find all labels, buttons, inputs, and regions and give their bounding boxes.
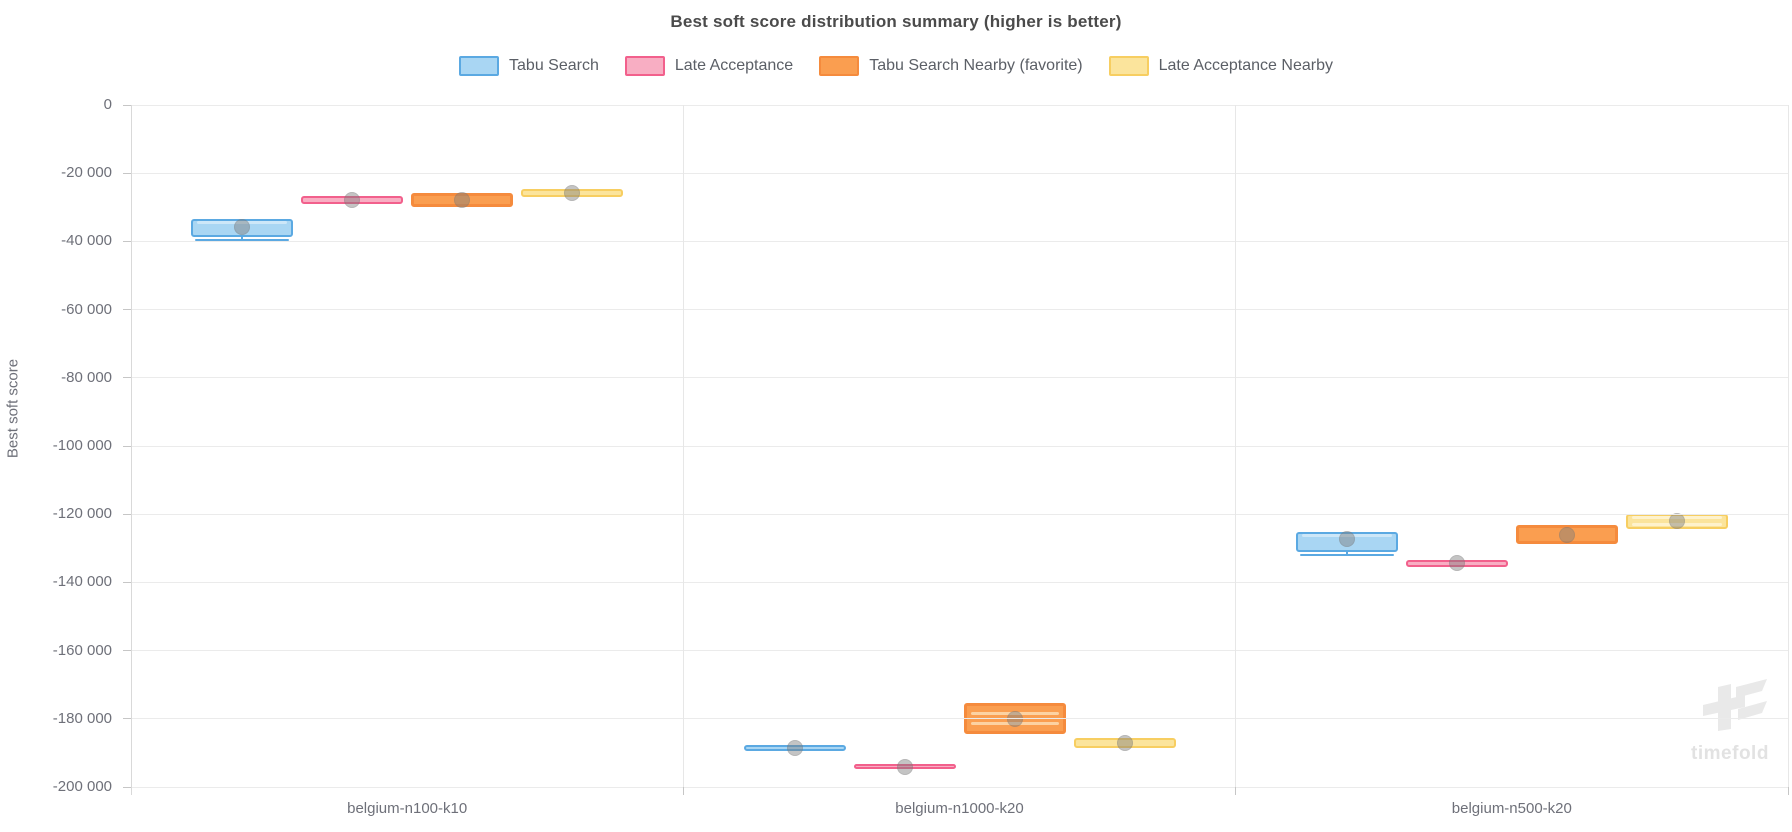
panel-border [1235,105,1237,787]
boxplot-box-tabu-search-nearby-favorite-belgium-n1000-k20[interactable] [963,702,1066,734]
x-axis-label: belgium-n1000-k20 [895,800,1024,817]
watermark-text: timefold [1691,743,1769,764]
y-axis-label: -20 000 [61,164,112,182]
mean-dot [1668,512,1685,529]
y-axis-tick [123,650,131,652]
panel-border [682,105,684,787]
y-axis-tick [123,309,131,311]
legend-label: Late Acceptance [674,57,794,74]
mean-dot [1558,526,1575,543]
whisker-cap [195,239,290,242]
gridline [131,581,1788,583]
y-axis-tick [123,104,131,106]
boxplot-box-late-acceptance-nearby-belgium-n100-k10[interactable] [521,189,624,198]
gridline [131,309,1788,311]
whisker-line [1345,551,1348,555]
quartile-line [1631,522,1722,526]
quartile-line [1631,516,1722,520]
x-axis-label: belgium-n100-k10 [347,800,468,817]
mean-dot [1116,734,1133,751]
quartile-line [1301,534,1392,538]
boxplot-box-late-acceptance-belgium-n500-k20[interactable] [1405,559,1508,567]
gridline [131,377,1788,379]
legend-swatch-icon [819,56,860,76]
y-axis-label: -180 000 [52,709,112,727]
boxplot-box-tabu-search-belgium-n1000-k20[interactable] [743,745,846,752]
mean-dot [454,192,471,209]
y-axis-label: 0 [103,96,112,113]
mean-dot [344,192,361,209]
y-axis-line [130,105,132,795]
legend-item-4[interactable]: Late Acceptance Nearby [1108,56,1333,76]
mean-dot [1448,555,1465,572]
y-axis-label: -120 000 [52,505,112,523]
mean-dot [786,740,803,757]
boxplot-box-late-acceptance-nearby-belgium-n1000-k20[interactable] [1073,737,1176,748]
y-axis-label: -160 000 [52,641,112,659]
gridline [131,240,1788,242]
y-axis-label: -200 000 [52,778,112,795]
y-axis-tick [123,718,131,720]
boxplot-box-late-acceptance-belgium-n1000-k20[interactable] [853,763,956,770]
y-axis-tick [123,240,131,242]
mean-dot [896,758,913,775]
y-axis-tick [123,581,131,583]
boxplot-box-tabu-search-nearby-favorite-belgium-n100-k10[interactable] [411,193,514,208]
gridline [131,445,1788,447]
mean-dot [1338,531,1355,548]
legend-item-2[interactable]: Late Acceptance [624,56,794,76]
y-axis-tick [123,445,131,447]
x-axis-tick [1787,787,1789,795]
x-axis-tick [682,787,684,795]
gridline [131,786,1788,788]
chart-title: Best soft score distribution summary (hi… [670,12,1122,31]
legend-swatch-icon [624,56,665,76]
legend-item-1[interactable]: Tabu Search [459,56,599,76]
y-axis-label: -80 000 [61,368,112,386]
y-axis-tick [123,786,131,788]
legend-label: Tabu Search [509,57,599,74]
gridline [131,172,1788,174]
quartile-line [970,722,1059,726]
legend: Tabu Search Late Acceptance Tabu Search Ne… [0,56,1792,76]
y-axis-label: -60 000 [61,300,112,318]
legend-swatch-icon [459,56,500,76]
watermark: timefold [1688,678,1772,765]
y-axis-tick [123,513,131,515]
quartile-line [197,221,288,225]
gridline [131,718,1788,720]
gridline [131,104,1788,106]
boxplot-box-tabu-search-belgium-n500-k20[interactable] [1295,531,1398,552]
x-axis-tick [1235,787,1237,795]
panel-border [1787,105,1789,787]
mean-dot [234,219,251,236]
y-axis-tick [123,377,131,379]
y-axis-label: -40 000 [61,232,112,250]
legend-label: Late Acceptance Nearby [1158,57,1333,74]
boxplot-box-tabu-search-nearby-favorite-belgium-n500-k20[interactable] [1515,525,1618,544]
boxplot-box-tabu-search-belgium-n100-k10[interactable] [191,219,294,238]
y-axis-label: -140 000 [52,573,112,591]
timefold-logo-icon [1703,679,1767,731]
gridline [131,650,1788,652]
quartile-line [970,712,1059,716]
legend-label: Tabu Search Nearby (favorite) [869,57,1083,74]
y-axis-tick [123,172,131,174]
boxplot-box-late-acceptance-belgium-n100-k10[interactable] [301,196,404,204]
legend-item-3[interactable]: Tabu Search Nearby (favorite) [819,56,1083,76]
x-axis-label: belgium-n500-k20 [1451,800,1572,817]
whisker-line [241,237,244,241]
legend-swatch-icon [1108,56,1149,76]
y-axis-label: -100 000 [52,437,112,454]
whisker-cap [1299,553,1394,556]
mean-dot [564,184,581,201]
gridline [131,513,1788,515]
